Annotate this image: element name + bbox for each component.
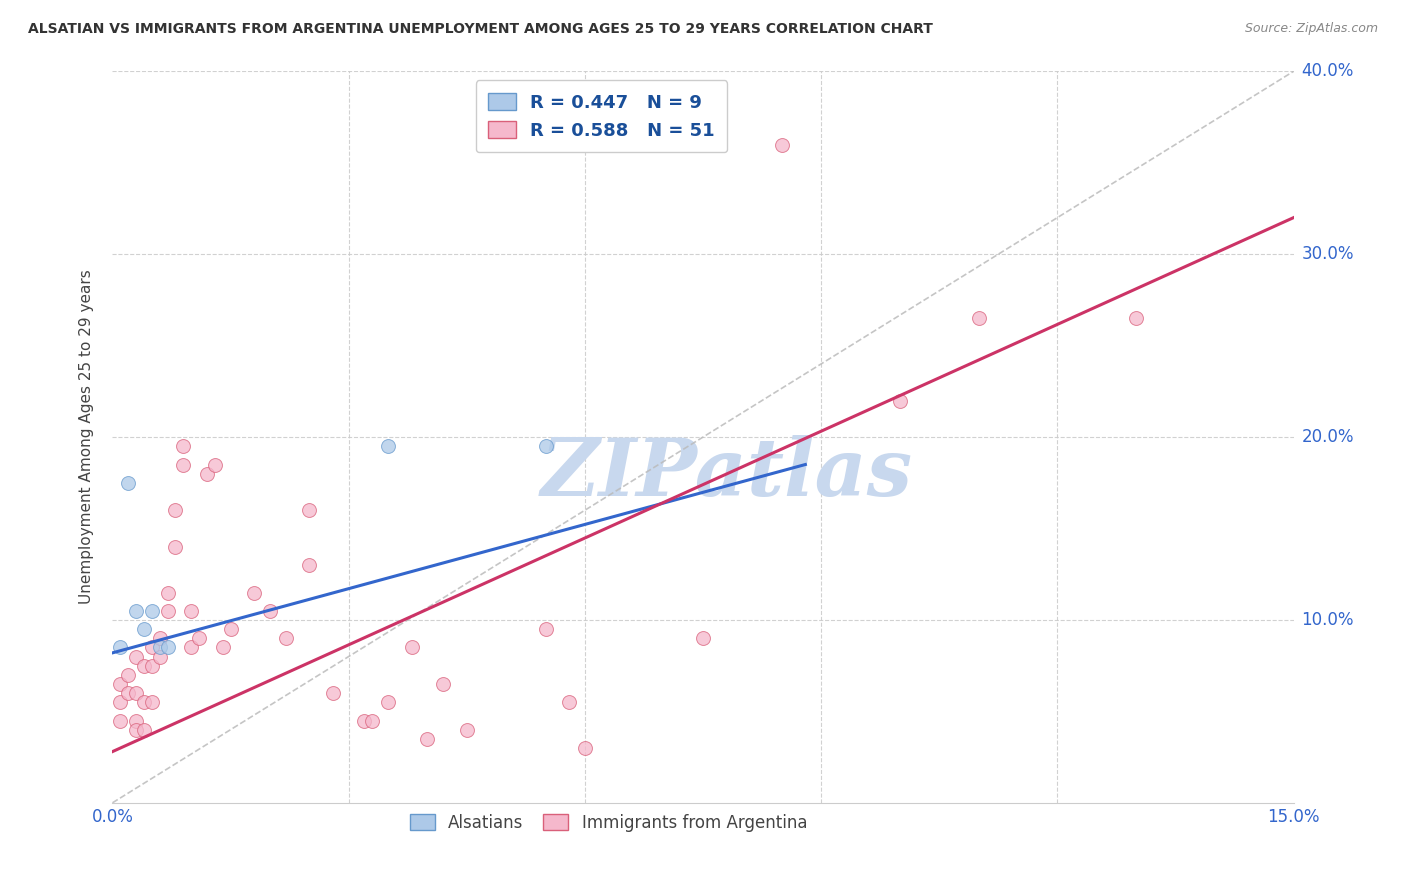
- Point: [117, 667, 139, 681]
- Point: [125, 723, 148, 737]
- Point: [165, 503, 187, 517]
- Point: [259, 604, 281, 618]
- Point: [149, 640, 172, 655]
- Point: [534, 622, 557, 636]
- Point: [361, 714, 384, 728]
- Point: [132, 622, 155, 636]
- Y-axis label: Unemployment Among Ages 25 to 29 years: Unemployment Among Ages 25 to 29 years: [79, 269, 94, 605]
- Point: [456, 723, 478, 737]
- Point: [156, 640, 179, 655]
- Point: [1125, 311, 1147, 326]
- Point: [219, 622, 242, 636]
- Text: ALSATIAN VS IMMIGRANTS FROM ARGENTINA UNEMPLOYMENT AMONG AGES 25 TO 29 YEARS COR: ALSATIAN VS IMMIGRANTS FROM ARGENTINA UN…: [28, 22, 934, 37]
- Point: [204, 458, 226, 472]
- Point: [132, 723, 155, 737]
- Point: [401, 640, 423, 655]
- Legend: Alsatians, Immigrants from Argentina: Alsatians, Immigrants from Argentina: [404, 807, 814, 838]
- Text: ZIPatlas: ZIPatlas: [540, 435, 912, 512]
- Point: [125, 686, 148, 700]
- Point: [110, 714, 132, 728]
- Point: [377, 695, 399, 709]
- Point: [165, 540, 187, 554]
- Point: [416, 731, 439, 746]
- Point: [298, 503, 321, 517]
- Point: [298, 558, 321, 573]
- Point: [110, 677, 132, 691]
- Point: [243, 585, 266, 599]
- Point: [149, 649, 172, 664]
- Point: [889, 393, 911, 408]
- Point: [110, 695, 132, 709]
- Point: [211, 640, 233, 655]
- Point: [377, 439, 399, 453]
- Point: [770, 137, 793, 152]
- Point: [195, 467, 218, 481]
- Point: [132, 658, 155, 673]
- Text: 30.0%: 30.0%: [1302, 245, 1354, 263]
- Point: [967, 311, 990, 326]
- Point: [180, 640, 202, 655]
- Point: [149, 632, 172, 646]
- Point: [110, 640, 132, 655]
- Text: 40.0%: 40.0%: [1302, 62, 1354, 80]
- Point: [156, 585, 179, 599]
- Point: [558, 695, 581, 709]
- Text: 20.0%: 20.0%: [1302, 428, 1354, 446]
- Point: [692, 632, 714, 646]
- Point: [534, 439, 557, 453]
- Point: [156, 604, 179, 618]
- Point: [141, 640, 163, 655]
- Point: [172, 439, 194, 453]
- Point: [322, 686, 344, 700]
- Point: [141, 604, 163, 618]
- Point: [117, 686, 139, 700]
- Point: [125, 604, 148, 618]
- Point: [172, 458, 194, 472]
- Point: [188, 632, 211, 646]
- Point: [132, 695, 155, 709]
- Point: [353, 714, 375, 728]
- Point: [125, 714, 148, 728]
- Point: [125, 649, 148, 664]
- Text: Source: ZipAtlas.com: Source: ZipAtlas.com: [1244, 22, 1378, 36]
- Point: [574, 740, 596, 755]
- Point: [274, 632, 297, 646]
- Point: [432, 677, 454, 691]
- Point: [117, 475, 139, 490]
- Point: [141, 695, 163, 709]
- Text: 10.0%: 10.0%: [1302, 611, 1354, 629]
- Point: [141, 658, 163, 673]
- Point: [180, 604, 202, 618]
